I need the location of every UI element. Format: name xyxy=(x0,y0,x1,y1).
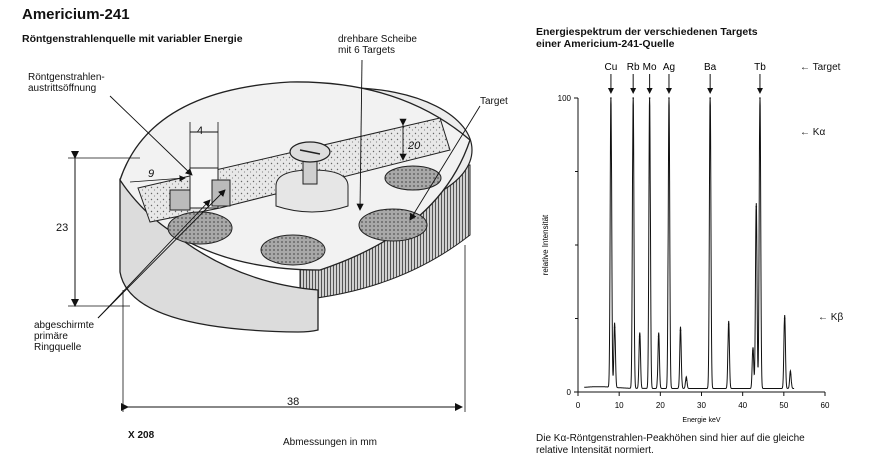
x-tick-label: 0 xyxy=(576,401,581,410)
x-tick-label: 20 xyxy=(656,401,665,410)
y-tick-label: 0 xyxy=(567,388,572,397)
target-disc xyxy=(260,234,326,266)
x-tick-label: 10 xyxy=(615,401,624,410)
target-marker-text: Target xyxy=(812,62,841,73)
peak-point xyxy=(727,323,730,326)
peak-point xyxy=(789,373,792,376)
chart-target-markers: Cu Rb Mo Ag Ba Tb xyxy=(605,62,766,94)
hub xyxy=(275,169,349,213)
x-tick-label: 50 xyxy=(779,401,788,410)
label-exit-window: Röntgenstrahlen- austrittsöffnung xyxy=(28,72,105,94)
target-arrowhead xyxy=(630,88,637,94)
chart-caption-line2: relative Intensität normiert. xyxy=(536,445,654,456)
drawing-subtitle: Röntgenstrahlenquelle mit variabler Ener… xyxy=(22,33,243,45)
target-arrowhead xyxy=(646,88,653,94)
kb-marker-label: ← Kβ xyxy=(818,312,844,323)
label-exit-window-line1: Röntgenstrahlen- xyxy=(28,72,105,83)
label-target: Target xyxy=(480,96,508,107)
label-exit-window-line2: austrittsöffnung xyxy=(28,83,97,94)
peak-point xyxy=(783,317,786,320)
chart-caption: Die Kα-Röntgenstrahlen-Peakhöhen sind hi… xyxy=(536,433,876,457)
chart-title-line1: Energiespektrum der verschiedenen Target… xyxy=(536,26,758,38)
target-label: Rb xyxy=(627,62,640,73)
energy-spectrum-chart: 0 10 20 30 40 50 60 0 100 Energie keV relative Int… xyxy=(541,62,830,424)
target-arrowhead xyxy=(665,88,672,94)
target-label: Tb xyxy=(754,62,766,73)
dimension-4: 4 xyxy=(197,125,204,137)
peak-point xyxy=(685,379,688,382)
ka-marker-label: ← Kα xyxy=(800,127,826,138)
label-ring-source-line2: primäre xyxy=(34,331,68,342)
housing-body xyxy=(119,178,319,333)
kb-marker-text: Kβ xyxy=(830,312,844,323)
dimension-9: 9 xyxy=(148,168,155,180)
source-drawing xyxy=(68,59,481,412)
y-axis-label: relative Intensität xyxy=(541,214,550,275)
peak-point xyxy=(709,97,711,99)
label-ring-source-line3: Ringquelle xyxy=(34,342,82,353)
target-arrowhead xyxy=(707,88,714,94)
chart-caption-line1: Die Kα-Röntgenstrahlen-Peakhöhen sind hi… xyxy=(536,433,805,444)
chart-title-line2: einer Americium-241-Quelle xyxy=(536,38,675,50)
spectrum-line xyxy=(584,97,795,389)
target-arrowhead xyxy=(607,88,614,94)
peak-point xyxy=(632,97,634,99)
target-arrowhead xyxy=(756,88,763,94)
x-tick-label: 60 xyxy=(821,401,830,410)
peak-point xyxy=(759,97,761,99)
label-rotating-disc-line1: drehbare Scheibe xyxy=(338,34,417,45)
label-rotating-disc: drehbare Scheibe mit 6 Targets xyxy=(338,34,417,56)
label-ring-source-line1: abgeschirmte xyxy=(34,320,95,331)
dimension-23: 23 xyxy=(56,222,69,234)
drawing-title: Americium-241 xyxy=(22,6,130,23)
target-label: Ag xyxy=(663,62,675,73)
ka-marker-text: Kα xyxy=(812,127,826,138)
target-marker-label: ← Target xyxy=(800,62,841,73)
x-tick-label: 40 xyxy=(738,401,747,410)
target-label: Cu xyxy=(605,62,618,73)
target-disc xyxy=(167,211,233,245)
y-tick-label: 100 xyxy=(558,94,572,103)
x-axis-label: Energie keV xyxy=(682,417,720,424)
dimension-20: 20 xyxy=(408,140,421,152)
peak-point xyxy=(752,350,754,352)
peak-point xyxy=(755,205,758,208)
chart-axes: 0 10 20 30 40 50 60 0 100 Energie keV relative Int… xyxy=(541,94,830,424)
screw-shaft xyxy=(302,159,318,185)
dimension-38: 38 xyxy=(287,396,300,408)
chart-series xyxy=(584,97,795,389)
peak-point xyxy=(679,329,682,332)
units-note: Abmessungen in mm xyxy=(283,437,377,448)
x-tick-label: 30 xyxy=(697,401,706,410)
peak-point xyxy=(657,335,660,337)
peak-point xyxy=(610,97,612,99)
peak-point xyxy=(648,97,651,99)
peak-point xyxy=(613,326,616,329)
target-label: Ba xyxy=(704,62,717,73)
target-disc xyxy=(384,165,442,191)
peak-point xyxy=(638,335,641,337)
target-disc xyxy=(358,208,428,242)
label-ring-source: abgeschirmte primäre Ringquelle xyxy=(34,320,94,353)
peak-point xyxy=(668,97,670,99)
target-label: Mo xyxy=(643,62,657,73)
label-rotating-disc-line2: mit 6 Targets xyxy=(338,45,396,56)
model-number: X 208 xyxy=(128,430,155,441)
chart-title: Energiespektrum der verschiedenen Target… xyxy=(536,26,796,50)
